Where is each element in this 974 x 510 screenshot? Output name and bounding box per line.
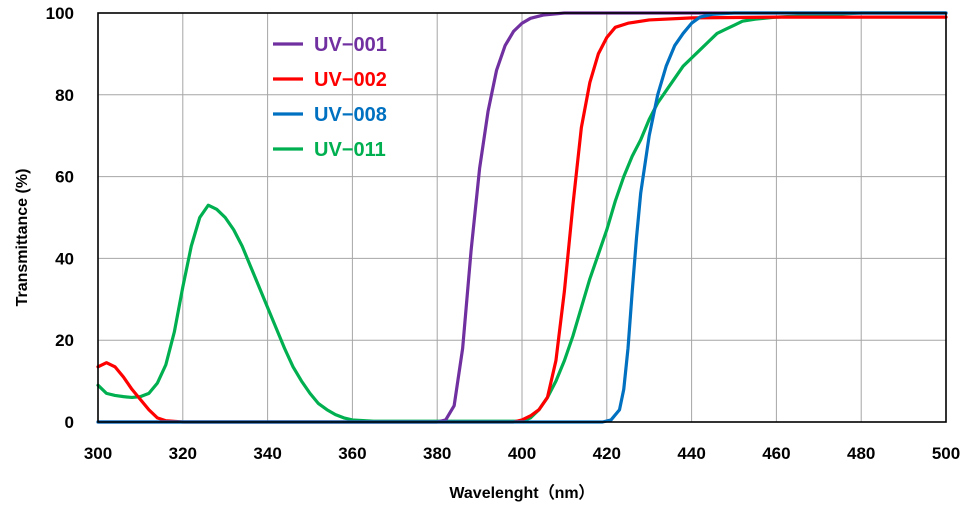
x-tick-label: 340 — [253, 444, 281, 463]
x-tick-label: 360 — [338, 444, 366, 463]
legend-label: UV−001 — [314, 34, 387, 56]
y-tick-label: 100 — [46, 4, 74, 23]
x-tick-labels: 300 320 340 360 380 400 420 440 460 480 500 — [84, 444, 960, 463]
y-axis-title: Transmittance (%) — [14, 169, 31, 307]
legend-label: UV−011 — [314, 139, 386, 161]
series-line-uv-008 — [96, 11, 948, 424]
legend-label: UV−008 — [314, 104, 387, 126]
plot-frame — [97, 12, 947, 423]
x-tick-label: 440 — [677, 444, 705, 463]
series-lines — [96, 11, 948, 424]
x-tick-label: 420 — [593, 444, 621, 463]
x-axis-title: Wavelenght（nm） — [449, 484, 594, 502]
x-tick-label: 320 — [169, 444, 197, 463]
x-tick-label: 460 — [762, 444, 790, 463]
y-tick-label: 60 — [55, 168, 74, 187]
x-tick-label: 400 — [508, 444, 536, 463]
series-line-uv-001 — [96, 11, 948, 424]
y-tick-labels: 0 20 40 60 80 100 — [46, 4, 74, 432]
x-tick-label: 300 — [84, 444, 112, 463]
legend: UV−001 UV−002 UV−008 UV−011 — [273, 34, 387, 161]
y-tick-label: 0 — [65, 413, 74, 432]
y-tick-label: 20 — [55, 331, 74, 350]
y-tick-label: 80 — [55, 86, 74, 105]
y-tick-label: 40 — [55, 249, 74, 268]
x-tick-label: 380 — [423, 444, 451, 463]
x-tick-label: 500 — [932, 444, 960, 463]
legend-label: UV−002 — [314, 69, 387, 91]
series-line-uv-002 — [96, 15, 948, 424]
x-tick-label: 480 — [847, 444, 875, 463]
